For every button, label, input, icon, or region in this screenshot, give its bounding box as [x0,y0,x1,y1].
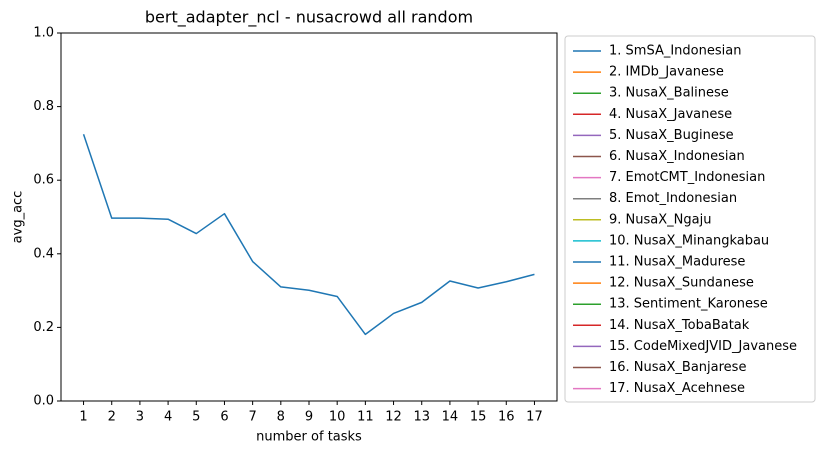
x-tick-label: 13 [413,410,430,425]
legend-box [564,35,816,403]
x-tick-label: 17 [526,410,543,425]
x-tick-label: 6 [220,410,228,425]
x-tick-label: 3 [136,410,144,425]
legend-label: 9. NusaX_Ngaju [609,212,711,227]
x-tick-label: 1 [79,410,87,425]
legend-label: 14. NusaX_TobaBatak [609,318,750,333]
line [82,133,535,336]
y-tick-label: 0.2 [33,320,54,335]
legend-label: 6. NusaX_Indonesian [609,149,745,164]
x-tick-label: 14 [442,410,459,425]
legend-label: 3. NusaX_Balinese [609,86,729,101]
legend-label: 12. NusaX_Sundanese [609,276,754,291]
x-tick-label: 16 [498,410,515,425]
legend-label: 1. SmSA_Indonesian [609,44,741,59]
y-tick-label: 0.0 [33,394,54,409]
x-axis-label: number of tasks [256,430,362,445]
plot-frame [60,32,558,402]
x-tick-label: 2 [108,410,116,425]
legend-label: 4. NusaX_Javanese [609,107,732,122]
y-axis-label: avg_acc [11,191,26,244]
y-tick-label: 0.4 [33,246,54,261]
legend-label: 8. Emot_Indonesian [609,191,737,206]
x-tick-label: 5 [192,410,200,425]
legend-label: 2. IMDb_Javanese [609,65,724,80]
y-tick-label: 0.8 [33,99,54,114]
legend-label: 11. NusaX_Madurese [609,255,745,270]
x-tick-label: 9 [305,410,313,425]
legend-label: 17. NusaX_Acehnese [609,381,745,396]
x-tick-label: 10 [329,410,346,425]
legend-label: 15. CodeMixedJVID_Javanese [609,339,797,354]
legend-label: 7. EmotCMT_Indonesian [609,170,765,185]
x-tick-label: 12 [385,410,402,425]
legend-label: 10. NusaX_Minangkabau [609,233,769,248]
y-tick-label: 0.6 [33,173,54,188]
y-tick-label: 1.0 [33,26,54,41]
x-tick-label: 8 [277,410,285,425]
x-tick-label: 4 [164,410,172,425]
x-tick-label: 15 [470,410,487,425]
legend-label: 16. NusaX_Banjarese [609,360,746,375]
x-tick-label: 7 [248,410,256,425]
legend-label: 13. Sentiment_Karonese [609,297,768,312]
chart-title: bert_adapter_ncl - nusacrowd all random [145,8,473,28]
legend-label: 5. NusaX_Buginese [609,128,734,143]
x-tick-label: 11 [357,410,374,425]
